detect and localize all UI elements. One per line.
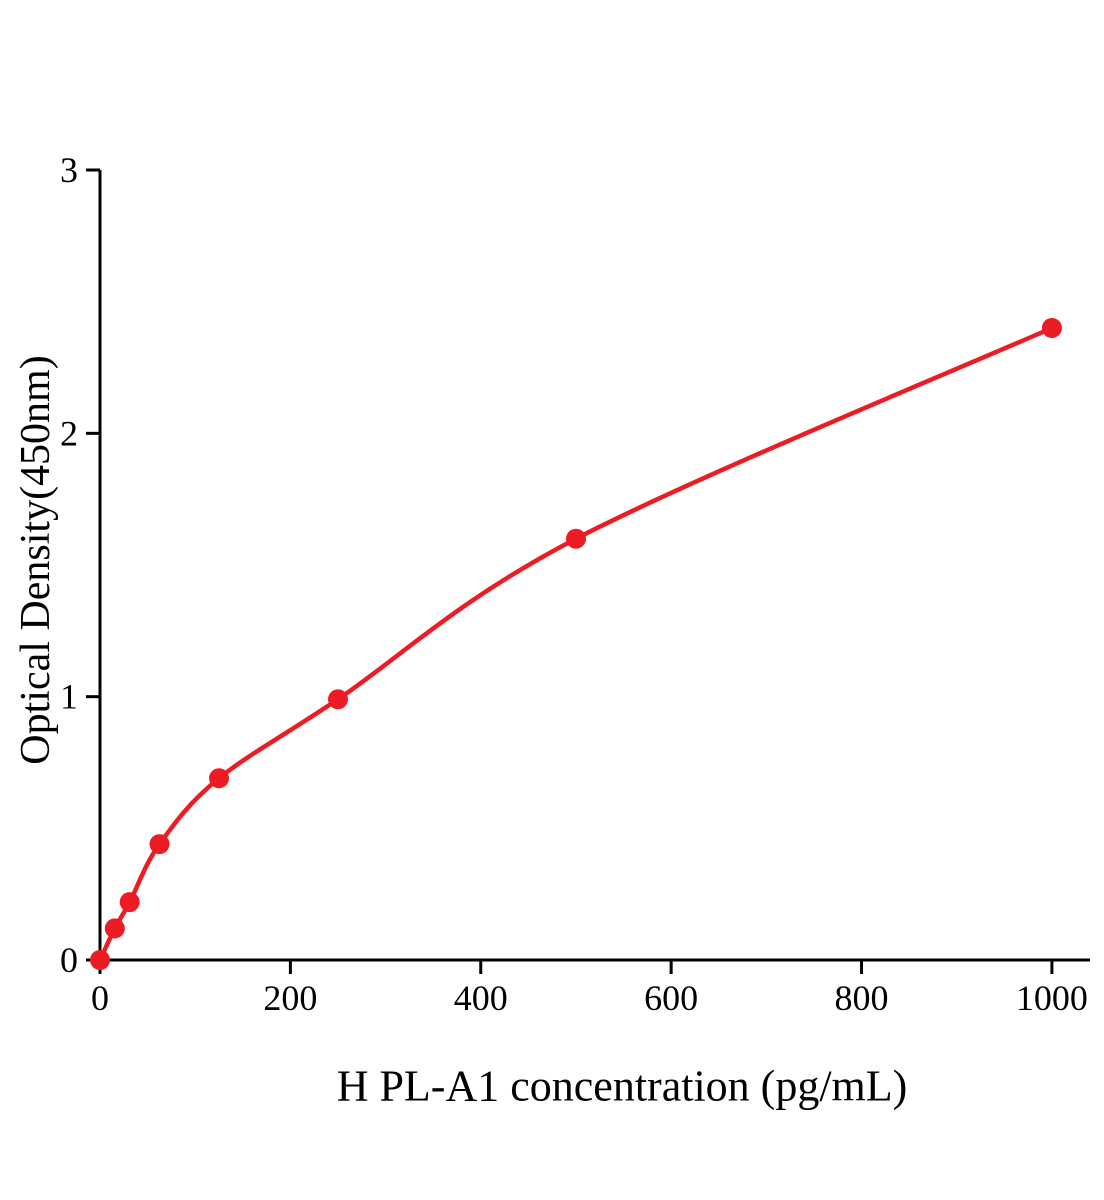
x-tick-label: 800: [835, 978, 889, 1018]
x-tick-label: 200: [263, 978, 317, 1018]
y-axis-label: Optical Density(450nm): [13, 355, 59, 765]
data-point-marker: [566, 528, 586, 549]
y-tick-label: 1: [60, 677, 78, 717]
data-point-marker: [119, 892, 140, 913]
data-point-marker: [90, 950, 110, 970]
x-axis-label: H PL-A1 concentration (pg/mL): [336, 1061, 908, 1111]
x-tick-label: 400: [454, 978, 508, 1018]
data-point-marker: [328, 689, 348, 710]
x-tick-label: 0: [91, 978, 109, 1018]
standard-curve-line: [97, 325, 1055, 963]
x-tick-label: 1000: [1016, 978, 1088, 1018]
x-tick-label: 600: [644, 978, 698, 1018]
data-point-marker: [149, 834, 170, 855]
data-point-marker: [104, 918, 125, 939]
y-tick-label: 3: [60, 150, 78, 190]
data-point-marker: [1041, 318, 1062, 338]
y-tick-label: 0: [60, 940, 78, 980]
data-point-marker: [209, 768, 229, 789]
y-tick-label: 2: [60, 413, 78, 453]
